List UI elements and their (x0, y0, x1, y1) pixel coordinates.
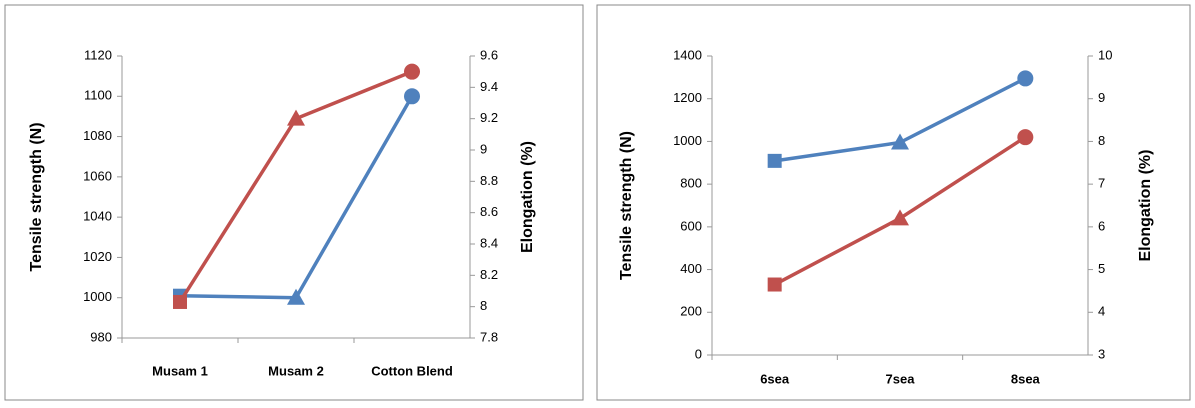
x-tick-label: Musam 1 (152, 363, 208, 378)
panel-frame (596, 4, 1191, 401)
y2-tick-label: 8.2 (480, 267, 498, 282)
panel-frame (4, 4, 584, 401)
y-tick-label: 1000 (673, 133, 702, 148)
y2-tick-label: 9 (480, 141, 487, 156)
y2-tick-label: 3 (1098, 346, 1105, 361)
y-tick-label: 1060 (83, 168, 112, 183)
y2-tick-label: 8.6 (480, 204, 498, 219)
x-tick-label: 8sea (1011, 371, 1041, 386)
y-axis-title: Tensile strength (N) (28, 122, 45, 271)
marker (767, 277, 782, 292)
marker (404, 63, 420, 80)
y-tick-label: 1100 (84, 88, 112, 103)
x-tick-label: 6sea (760, 371, 790, 386)
y2-tick-label: 8 (480, 298, 487, 313)
y2-tick-label: 8 (1098, 133, 1105, 148)
y-tick-label: 980 (90, 329, 112, 344)
y-axis-title: Tensile strength (N) (618, 131, 635, 280)
x-tick-label: Cotton Blend (371, 363, 453, 378)
marker (891, 133, 909, 150)
x-tick-label: Musam 2 (268, 363, 324, 378)
y2-tick-label: 10 (1098, 47, 1112, 62)
marker (287, 288, 305, 305)
y-tick-label: 0 (695, 346, 702, 361)
marker (173, 294, 187, 309)
y2-tick-label: 7 (1098, 176, 1105, 191)
y-tick-label: 200 (680, 304, 702, 319)
y-tick-label: 1080 (83, 128, 112, 143)
y2-tick-label: 8.4 (480, 235, 498, 250)
marker (404, 88, 420, 105)
y2-axis-title: Elongation (%) (1137, 150, 1154, 262)
marker (1017, 70, 1034, 87)
y2-tick-label: 9 (1098, 90, 1105, 105)
y2-tick-label: 4 (1098, 304, 1105, 319)
y-tick-label: 1000 (83, 289, 112, 304)
marker (891, 209, 909, 226)
y-tick-label: 1400 (673, 47, 702, 62)
y-tick-label: 1040 (83, 209, 112, 224)
y-tick-label: 1200 (673, 90, 702, 105)
y2-tick-label: 9.4 (480, 79, 498, 94)
y2-tick-label: 9.6 (480, 47, 498, 62)
y2-tick-label: 8.8 (480, 173, 498, 188)
x-tick-label: 7sea (886, 371, 916, 386)
y2-tick-label: 5 (1098, 261, 1105, 276)
y-tick-label: 800 (680, 176, 702, 191)
y-tick-label: 400 (680, 261, 702, 276)
y2-tick-label: 9.2 (480, 110, 498, 125)
y-tick-label: 600 (680, 218, 702, 233)
y-tick-label: 1020 (83, 249, 112, 264)
y2-axis-title: Elongation (%) (519, 141, 536, 253)
y2-tick-label: 6 (1098, 218, 1105, 233)
marker (767, 153, 782, 168)
y2-tick-label: 7.8 (480, 329, 498, 344)
y-tick-label: 1120 (84, 47, 112, 62)
marker (1017, 129, 1034, 146)
marker (287, 109, 305, 126)
